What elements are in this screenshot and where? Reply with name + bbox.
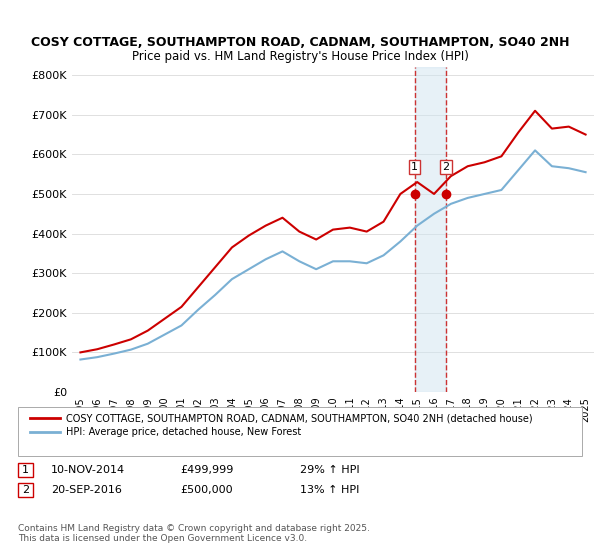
Text: 1: 1 <box>22 465 29 475</box>
Text: 2: 2 <box>22 485 29 494</box>
Text: 20-SEP-2016: 20-SEP-2016 <box>51 485 122 494</box>
Text: HPI: Average price, detached house, New Forest: HPI: Average price, detached house, New … <box>66 427 301 437</box>
Bar <box>415 67 446 392</box>
Text: 10-NOV-2014: 10-NOV-2014 <box>51 465 125 475</box>
Text: 1: 1 <box>411 162 418 172</box>
Text: 29% ↑ HPI: 29% ↑ HPI <box>300 465 359 475</box>
Text: Price paid vs. HM Land Registry's House Price Index (HPI): Price paid vs. HM Land Registry's House … <box>131 50 469 63</box>
Text: Contains HM Land Registry data © Crown copyright and database right 2025.
This d: Contains HM Land Registry data © Crown c… <box>18 524 370 543</box>
Text: COSY COTTAGE, SOUTHAMPTON ROAD, CADNAM, SOUTHAMPTON, SO40 2NH: COSY COTTAGE, SOUTHAMPTON ROAD, CADNAM, … <box>31 36 569 49</box>
Text: 13% ↑ HPI: 13% ↑ HPI <box>300 485 359 494</box>
Text: £499,999: £499,999 <box>180 465 233 475</box>
Text: 2: 2 <box>443 162 450 172</box>
Text: £500,000: £500,000 <box>180 485 233 494</box>
Text: COSY COTTAGE, SOUTHAMPTON ROAD, CADNAM, SOUTHAMPTON, SO40 2NH (detached house): COSY COTTAGE, SOUTHAMPTON ROAD, CADNAM, … <box>66 413 533 423</box>
